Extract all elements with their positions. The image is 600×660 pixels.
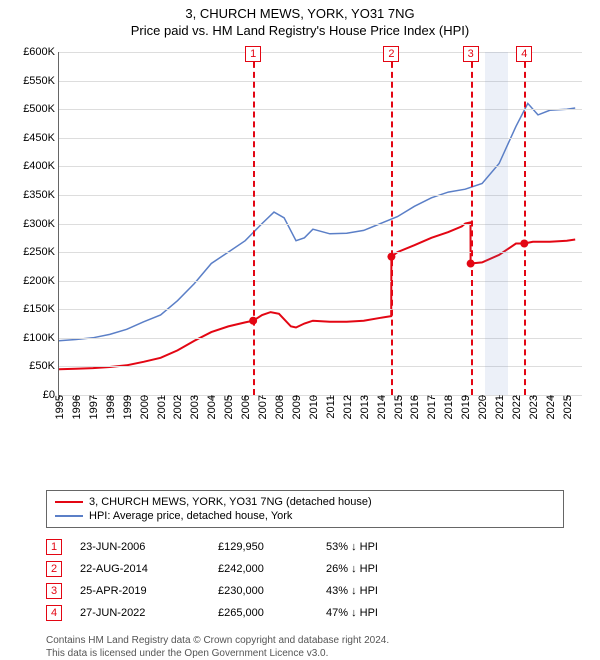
footer-attribution: Contains HM Land Registry data © Crown c… (46, 634, 564, 660)
sale-pct: 26% ↓ HPI (326, 563, 378, 575)
chart-legend: 3, CHURCH MEWS, YORK, YO31 7NG (detached… (46, 490, 564, 528)
sale-marker-1: 1 (46, 539, 62, 555)
x-axis-label: 1997 (86, 395, 100, 419)
sale-marker-line (253, 52, 255, 395)
x-axis-label: 2021 (492, 395, 506, 419)
sale-marker-line (391, 52, 393, 395)
y-axis-label: £150K (23, 303, 59, 315)
chart: £0£50K£100K£150K£200K£250K£300K£350K£400… (12, 46, 588, 446)
x-axis-label: 2017 (424, 395, 438, 419)
sales-table: 1 23-JUN-2006 £129,950 53% ↓ HPI 2 22-AU… (46, 536, 564, 624)
legend-row-hpi: HPI: Average price, detached house, York (55, 509, 555, 523)
x-axis-label: 2007 (255, 395, 269, 419)
x-axis-label: 1999 (120, 395, 134, 419)
x-axis-label: 2001 (154, 395, 168, 419)
x-axis-label: 1996 (69, 395, 83, 419)
x-axis-label: 2000 (137, 395, 151, 419)
y-axis-label: £600K (23, 46, 59, 58)
x-axis-label: 1995 (52, 395, 66, 419)
sale-marker-4: 4 (46, 605, 62, 621)
x-axis-label: 2002 (170, 395, 184, 419)
x-axis-label: 2003 (187, 395, 201, 419)
y-axis-label: £200K (23, 275, 59, 287)
sale-marker-box: 4 (516, 46, 532, 62)
plot-area: £0£50K£100K£150K£200K£250K£300K£350K£400… (58, 52, 582, 396)
sale-date: 25-APR-2019 (80, 585, 200, 597)
sale-marker-3: 3 (46, 583, 62, 599)
x-axis-label: 2023 (526, 395, 540, 419)
x-axis-label: 2019 (458, 395, 472, 419)
legend-label-hpi: HPI: Average price, detached house, York (89, 510, 292, 522)
x-axis-label: 2005 (221, 395, 235, 419)
sale-pct: 47% ↓ HPI (326, 607, 378, 619)
x-axis-label: 1998 (103, 395, 117, 419)
x-axis-label: 2022 (509, 395, 523, 419)
y-axis-label: £350K (23, 189, 59, 201)
sale-marker-box: 3 (463, 46, 479, 62)
sale-date: 22-AUG-2014 (80, 563, 200, 575)
chart-title-subtitle: Price paid vs. HM Land Registry's House … (0, 23, 600, 38)
x-axis-label: 2012 (340, 395, 354, 419)
sale-marker-line (471, 52, 473, 395)
x-axis-label: 2024 (543, 395, 557, 419)
sale-pct: 53% ↓ HPI (326, 541, 378, 553)
x-axis-label: 2006 (238, 395, 252, 419)
sale-price: £230,000 (218, 585, 308, 597)
x-axis-label: 2008 (272, 395, 286, 419)
x-axis-label: 2010 (306, 395, 320, 419)
chart-title-block: 3, CHURCH MEWS, YORK, YO31 7NG Price pai… (0, 0, 600, 38)
y-axis-label: £250K (23, 246, 59, 258)
table-row: 2 22-AUG-2014 £242,000 26% ↓ HPI (46, 558, 564, 580)
sale-marker-box: 1 (245, 46, 261, 62)
sale-price: £242,000 (218, 563, 308, 575)
sale-marker-line (524, 52, 526, 395)
sale-price: £129,950 (218, 541, 308, 553)
x-axis-label: 2013 (357, 395, 371, 419)
x-axis-label: 2016 (407, 395, 421, 419)
y-axis-label: £300K (23, 218, 59, 230)
y-axis-label: £450K (23, 132, 59, 144)
sale-price: £265,000 (218, 607, 308, 619)
x-axis-label: 2009 (289, 395, 303, 419)
legend-label-price-paid: 3, CHURCH MEWS, YORK, YO31 7NG (detached… (89, 496, 372, 508)
legend-swatch-price-paid (55, 501, 83, 503)
x-axis-label: 2025 (560, 395, 574, 419)
x-axis-label: 2011 (323, 395, 337, 419)
y-axis-label: £400K (23, 160, 59, 172)
footer-line2: This data is licensed under the Open Gov… (46, 647, 564, 660)
x-axis-label: 2004 (204, 395, 218, 419)
chart-title-address: 3, CHURCH MEWS, YORK, YO31 7NG (0, 6, 600, 21)
x-axis-label: 2014 (374, 395, 388, 419)
sale-pct: 43% ↓ HPI (326, 585, 378, 597)
y-axis-label: £550K (23, 75, 59, 87)
table-row: 1 23-JUN-2006 £129,950 53% ↓ HPI (46, 536, 564, 558)
sale-date: 23-JUN-2006 (80, 541, 200, 553)
legend-swatch-hpi (55, 515, 83, 517)
y-axis-label: £50K (29, 360, 59, 372)
x-axis-label: 2015 (391, 395, 405, 419)
x-axis-label: 2018 (441, 395, 455, 419)
y-axis-label: £100K (23, 332, 59, 344)
footer-line1: Contains HM Land Registry data © Crown c… (46, 634, 564, 647)
sale-date: 27-JUN-2022 (80, 607, 200, 619)
table-row: 3 25-APR-2019 £230,000 43% ↓ HPI (46, 580, 564, 602)
y-axis-label: £500K (23, 103, 59, 115)
table-row: 4 27-JUN-2022 £265,000 47% ↓ HPI (46, 602, 564, 624)
legend-row-price-paid: 3, CHURCH MEWS, YORK, YO31 7NG (detached… (55, 495, 555, 509)
x-axis-label: 2020 (475, 395, 489, 419)
sale-marker-box: 2 (383, 46, 399, 62)
sale-marker-2: 2 (46, 561, 62, 577)
shaded-band (485, 52, 508, 395)
